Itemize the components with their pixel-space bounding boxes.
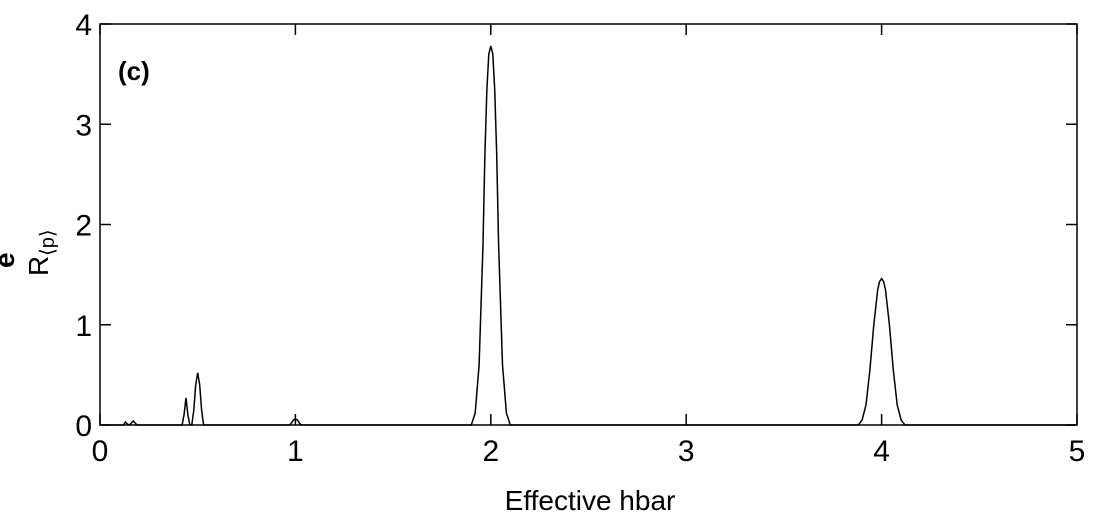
y-tick-label: 3 xyxy=(75,109,92,142)
x-tick-label: 1 xyxy=(287,435,304,468)
y-tick-label: 1 xyxy=(75,310,92,343)
y-tick-label: 4 xyxy=(75,9,92,42)
x-tick-label: 5 xyxy=(1069,435,1086,468)
x-tick-label: 4 xyxy=(873,435,890,468)
x-axis-label: Effective hbar xyxy=(505,485,676,516)
y-tick-label: 0 xyxy=(75,410,92,443)
y-axis-label: R ⟨p⟩ xyxy=(23,229,59,276)
plot-frame xyxy=(99,23,1078,426)
y-axis-label-main: R xyxy=(23,256,54,276)
x-tick-label: 2 xyxy=(482,435,499,468)
x-tick-label: 3 xyxy=(678,435,695,468)
panel-label: (c) xyxy=(118,56,150,86)
x-tick-label: 0 xyxy=(92,435,109,468)
series-line xyxy=(100,45,1077,426)
axis-ticks xyxy=(99,23,1078,426)
y-tick-label: 2 xyxy=(75,210,92,243)
y-axis-label-mark: e xyxy=(0,252,20,268)
tick-labels: 0 1 2 3 4 5 0 1 2 3 4 xyxy=(75,9,1085,468)
y-axis-label-subscript: ⟨p⟩ xyxy=(37,229,59,256)
